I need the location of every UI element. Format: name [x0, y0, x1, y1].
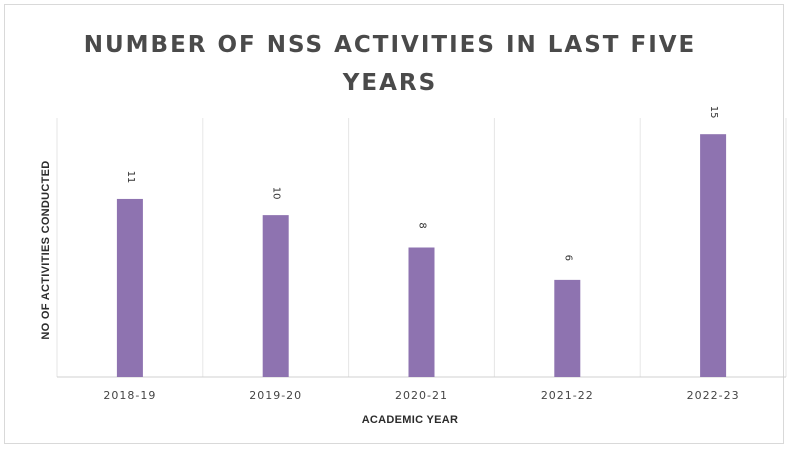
data-label-2022-23: 15 — [708, 106, 719, 119]
x-tick-label-2020-21: 2020-21 — [395, 389, 448, 402]
data-label-2018-19: 11 — [125, 171, 136, 184]
x-tick-label-2018-19: 2018-19 — [103, 389, 156, 402]
bar-2018-19 — [116, 198, 143, 377]
bar-2020-21 — [408, 247, 435, 377]
chart-title: NUMBER OF NSS ACTIVITIES IN LAST FIVE YE… — [83, 32, 697, 96]
data-label-2020-21: 8 — [417, 222, 428, 228]
x-tick-label-2022-23: 2022-23 — [687, 389, 740, 402]
data-label-2021-22: 6 — [562, 255, 573, 261]
data-label-2019-20: 10 — [271, 187, 282, 200]
x-tick-label-2019-20: 2019-20 — [249, 389, 302, 402]
bar-2022-23 — [700, 134, 727, 377]
x-axis-label: ACADEMIC YEAR — [361, 414, 459, 426]
bar-2019-20 — [262, 215, 289, 377]
bar-2021-22 — [554, 279, 581, 377]
x-tick-label-2021-22: 2021-22 — [541, 389, 594, 402]
